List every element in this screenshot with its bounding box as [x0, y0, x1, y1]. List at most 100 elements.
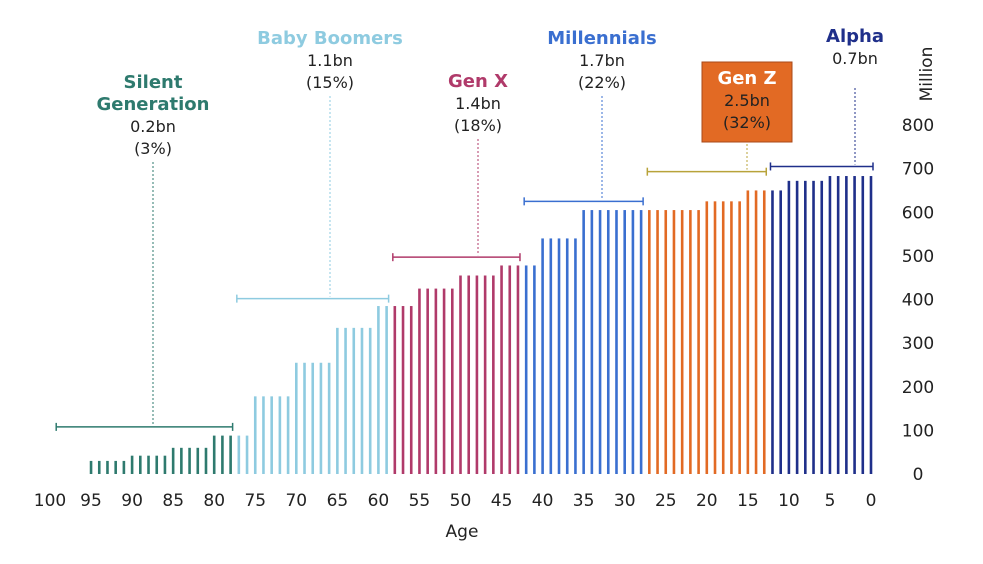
bar-age-86 — [163, 455, 167, 474]
bar-age-59 — [385, 306, 388, 474]
bar-age-48 — [475, 275, 479, 474]
bar-age-0 — [869, 176, 873, 475]
generation-share: (22%) — [578, 73, 626, 92]
bar-age-49 — [467, 275, 471, 474]
bar-age-87 — [155, 455, 159, 474]
generation-name: Generation — [97, 94, 210, 115]
bar-age-37 — [565, 238, 569, 474]
generation-name: Millennials — [547, 28, 656, 49]
x-tick-label: 95 — [80, 491, 102, 511]
bar-age-80 — [212, 435, 216, 474]
x-tick-label: 80 — [203, 491, 225, 511]
gen-z-highlight-box — [701, 61, 793, 143]
bar-age-4 — [836, 176, 840, 475]
bar-age-16 — [738, 201, 741, 474]
bar-age-3 — [845, 176, 848, 475]
bar-age-67 — [319, 362, 323, 474]
x-tick-label: 55 — [409, 491, 431, 511]
bar-age-92 — [114, 460, 117, 474]
bar-age-24 — [672, 210, 676, 474]
bar-age-47 — [483, 275, 487, 474]
bar-age-46 — [492, 275, 495, 474]
generation-share: (3%) — [134, 139, 172, 158]
bar-age-71 — [286, 396, 290, 474]
x-tick-label: 65 — [327, 491, 349, 511]
bar-age-38 — [557, 238, 561, 474]
x-axis: 100 95 90 85 80 75 70 65 60 55 50 45 40 35 30 25 20 15 10 5… — [34, 491, 877, 511]
x-tick-label: 25 — [655, 491, 677, 511]
x-tick-label: 15 — [737, 491, 759, 511]
bar-age-54 — [426, 288, 429, 474]
bar-age-75 — [253, 396, 257, 474]
x-tick-label: 70 — [285, 491, 307, 511]
y-tick-label: 700 — [902, 160, 934, 180]
x-tick-label: 0 — [866, 491, 877, 511]
bar-age-61 — [368, 327, 372, 474]
generation-share: (15%) — [306, 73, 354, 92]
generation-share: (18%) — [454, 116, 502, 135]
bar-age-56 — [409, 306, 413, 474]
bar-age-44 — [508, 265, 512, 474]
bar-age-35 — [582, 210, 585, 474]
bar-age-74 — [262, 396, 265, 474]
bar-age-41 — [533, 265, 536, 474]
bar-age-26 — [656, 210, 659, 474]
bar-age-28 — [639, 210, 643, 474]
bar-age-1 — [861, 176, 865, 475]
y-axis: 0 100 200 300 400 500 600 700 800 — [902, 116, 934, 485]
bar-age-68 — [311, 362, 315, 474]
bar-age-33 — [598, 210, 602, 474]
bar-age-64 — [344, 327, 347, 474]
bar-age-94 — [97, 460, 101, 474]
x-tick-label: 90 — [121, 491, 143, 511]
generation-total: 1.4bn — [455, 94, 501, 113]
bar-age-42 — [524, 265, 528, 474]
bar-age-7 — [812, 180, 815, 474]
bar-age-40 — [541, 238, 544, 474]
bar-age-5 — [828, 176, 832, 475]
bar-age-6 — [820, 180, 824, 474]
bar-age-20 — [705, 201, 709, 474]
bar-age-31 — [615, 210, 618, 474]
x-tick-label: 20 — [696, 491, 718, 511]
bar-age-50 — [459, 275, 462, 474]
bar-age-43 — [516, 265, 520, 474]
bar-age-60 — [377, 306, 380, 474]
bar-age-85 — [171, 447, 175, 474]
bar-age-8 — [804, 180, 807, 474]
bar-age-2 — [853, 176, 856, 475]
x-tick-label: 100 — [34, 491, 66, 511]
generation-name: Alpha — [826, 26, 884, 47]
bar-age-69 — [303, 362, 306, 474]
generation-total: 1.7bn — [579, 51, 625, 70]
x-tick-label: 40 — [532, 491, 554, 511]
bar-age-10 — [787, 180, 791, 474]
x-tick-label: 85 — [162, 491, 184, 511]
bar-age-30 — [623, 210, 626, 474]
bar-age-36 — [574, 238, 577, 474]
bar-age-25 — [664, 210, 668, 474]
bar-age-82 — [196, 447, 200, 474]
bar-age-39 — [549, 238, 553, 474]
y-tick-label: 200 — [902, 378, 934, 398]
bar-age-62 — [360, 327, 364, 474]
bar-age-19 — [713, 201, 717, 474]
bar-age-79 — [221, 435, 224, 474]
bar-age-29 — [631, 210, 635, 474]
bar-age-76 — [245, 435, 249, 474]
y-tick-label: 0 — [913, 465, 924, 485]
generation-total: 2.5bn — [724, 91, 770, 110]
x-tick-label: 10 — [778, 491, 800, 511]
bar-age-63 — [352, 327, 356, 474]
y-tick-label: 800 — [902, 116, 934, 136]
bar-age-45 — [500, 265, 503, 474]
bar-age-90 — [130, 455, 134, 474]
y-tick-label: 600 — [902, 203, 934, 223]
bar-age-21 — [697, 210, 700, 474]
x-tick-label: 50 — [450, 491, 472, 511]
y-tick-label: 100 — [902, 421, 934, 441]
bar-age-91 — [122, 460, 126, 474]
x-axis-title: Age — [446, 522, 479, 542]
